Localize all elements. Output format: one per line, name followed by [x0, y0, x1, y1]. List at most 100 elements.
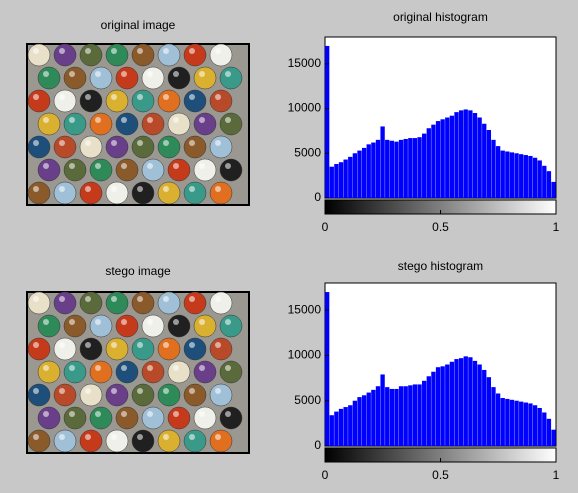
marble-shine — [43, 365, 49, 371]
marble — [64, 407, 86, 429]
marble — [168, 407, 190, 429]
marble — [194, 67, 216, 89]
bar — [459, 110, 463, 198]
marble-shine — [33, 48, 39, 54]
marble-shine — [173, 163, 179, 169]
marble — [116, 407, 138, 429]
marble — [80, 292, 102, 314]
marble — [80, 430, 102, 452]
marble — [54, 384, 76, 406]
marble-shine — [85, 94, 91, 100]
bar — [436, 121, 440, 198]
marble-shine — [69, 411, 75, 417]
bar — [408, 138, 412, 198]
marble — [168, 315, 190, 337]
marble — [90, 315, 112, 337]
bar — [487, 377, 491, 446]
marble-shine — [173, 71, 179, 77]
marble-shine — [43, 411, 49, 417]
bar — [413, 384, 417, 446]
bar — [376, 140, 380, 198]
marble-shine — [69, 319, 75, 325]
bar — [385, 387, 389, 446]
marble-shine — [121, 71, 127, 77]
marble — [142, 315, 164, 337]
marble — [194, 407, 216, 429]
marble-shine — [121, 411, 127, 417]
marble — [132, 90, 154, 112]
marble-shine — [163, 186, 169, 192]
marble-shine — [173, 365, 179, 371]
bar — [330, 415, 334, 446]
bar — [468, 357, 472, 446]
marble-shine — [163, 434, 169, 440]
marble-shine — [69, 117, 75, 123]
bar — [422, 134, 426, 198]
marble — [158, 44, 180, 66]
marble — [64, 315, 86, 337]
marble-shine — [173, 411, 179, 417]
marble — [38, 361, 60, 383]
marble — [220, 159, 242, 181]
bar — [505, 399, 509, 446]
marble-shine — [43, 163, 49, 169]
marble-shine — [147, 117, 153, 123]
marble — [132, 44, 154, 66]
bar — [547, 171, 551, 198]
marble — [90, 407, 112, 429]
bar — [339, 409, 343, 446]
marble — [28, 90, 50, 112]
marble — [194, 113, 216, 135]
bar — [348, 405, 352, 446]
marble — [64, 113, 86, 135]
marble-shine — [33, 388, 39, 394]
marble-shine — [147, 319, 153, 325]
bar — [496, 146, 500, 198]
marble-shine — [95, 163, 101, 169]
marble-shine — [189, 140, 195, 146]
marble — [54, 430, 76, 452]
bar — [385, 140, 389, 198]
bar — [343, 407, 347, 446]
marble-shine — [59, 434, 65, 440]
marble — [132, 136, 154, 158]
marble — [210, 430, 232, 452]
y-tick-label: 15000 — [288, 56, 322, 70]
marble-shine — [137, 48, 143, 54]
bar — [491, 140, 495, 198]
bar — [417, 137, 421, 198]
bar — [334, 164, 338, 198]
y-tick-label: 10000 — [288, 101, 322, 115]
bar — [468, 110, 472, 198]
marble-shine — [137, 94, 143, 100]
marble-shine — [59, 140, 65, 146]
marble — [64, 67, 86, 89]
marble-shine — [225, 71, 231, 77]
bar — [371, 143, 375, 198]
bar — [482, 370, 486, 446]
marble — [106, 182, 128, 204]
marble-shine — [137, 342, 143, 348]
marble-shine — [69, 163, 75, 169]
marble — [194, 361, 216, 383]
figure: original image05000100001500000.51origin… — [0, 0, 578, 493]
marble — [210, 338, 232, 360]
marble-shine — [189, 94, 195, 100]
x-tick-label: 0 — [322, 468, 329, 482]
marble-shine — [111, 296, 117, 302]
marble — [194, 315, 216, 337]
marble — [158, 90, 180, 112]
marble-shine — [199, 163, 205, 169]
marble-shine — [121, 117, 127, 123]
bar — [431, 372, 435, 446]
marble-shine — [85, 186, 91, 192]
bar — [445, 365, 449, 447]
marble — [210, 44, 232, 66]
bar — [510, 152, 514, 198]
marble-shine — [215, 140, 221, 146]
marble — [210, 182, 232, 204]
marble-shine — [199, 117, 205, 123]
bar — [431, 125, 435, 198]
marble-shine — [163, 342, 169, 348]
bar — [464, 356, 468, 446]
